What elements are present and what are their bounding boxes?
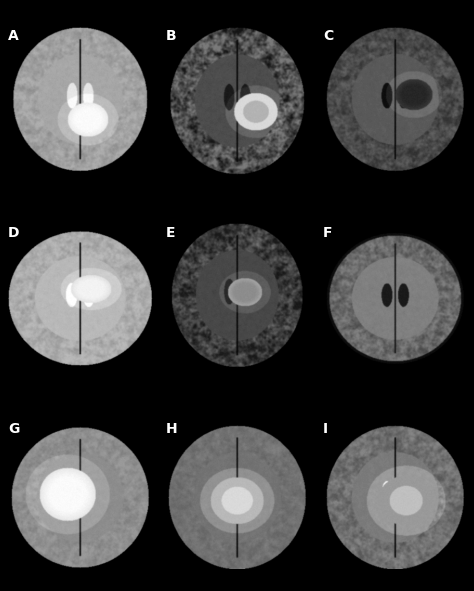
Text: G: G bbox=[8, 422, 19, 436]
Text: B: B bbox=[165, 30, 176, 43]
Text: D: D bbox=[8, 226, 19, 239]
Text: C: C bbox=[323, 30, 333, 43]
Text: I: I bbox=[323, 422, 328, 436]
Text: E: E bbox=[165, 226, 175, 239]
Text: A: A bbox=[8, 30, 19, 43]
Text: F: F bbox=[323, 226, 332, 239]
Text: H: H bbox=[165, 422, 177, 436]
